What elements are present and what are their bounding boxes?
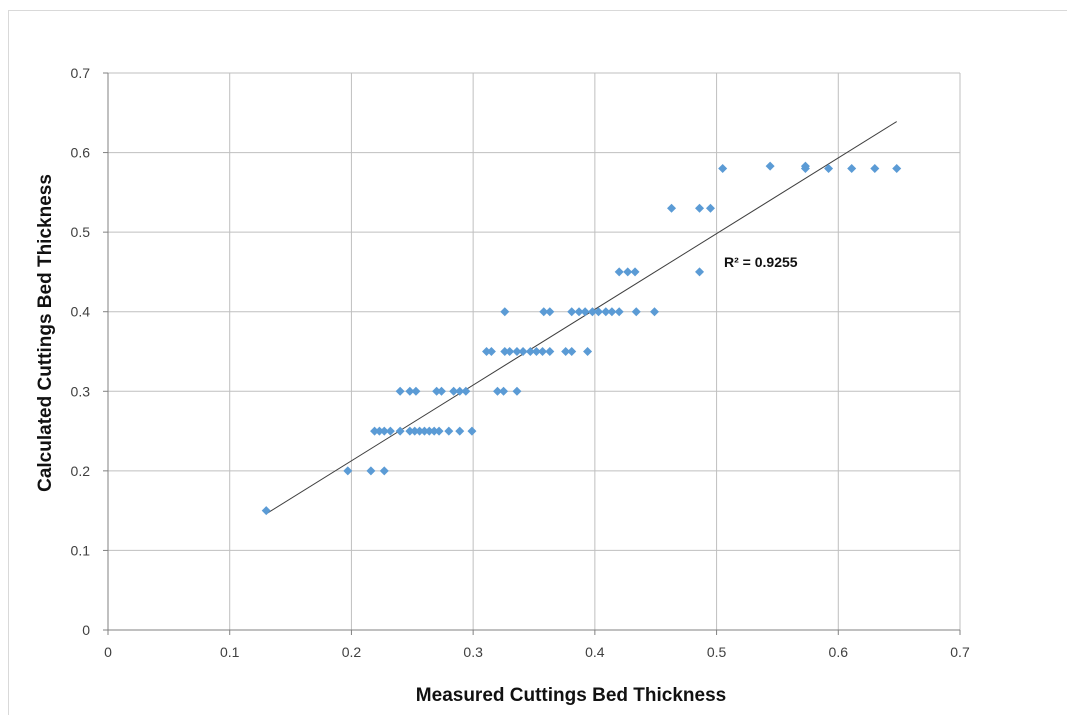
data-point — [512, 347, 522, 356]
data-point — [499, 386, 509, 396]
data-point — [467, 426, 477, 436]
data-point — [518, 347, 528, 356]
data-point — [486, 347, 496, 356]
data-point — [800, 161, 810, 171]
data-point — [574, 307, 584, 317]
grid-lines — [107, 72, 961, 631]
data-point — [424, 426, 434, 436]
data-point — [366, 466, 376, 476]
data-point — [343, 466, 353, 476]
data-point — [461, 386, 471, 396]
data-point — [410, 426, 420, 436]
data-point — [649, 307, 659, 317]
data-point — [531, 347, 541, 356]
data-point — [261, 506, 271, 516]
data-point — [500, 307, 510, 317]
data-point — [631, 307, 641, 317]
y-tick-label: 0.7 — [71, 65, 91, 81]
data-point — [512, 386, 522, 396]
data-point — [614, 307, 624, 317]
data-point — [492, 386, 502, 396]
data-point — [415, 426, 425, 436]
data-point — [630, 267, 640, 277]
data-point — [436, 386, 446, 396]
data-point — [385, 426, 395, 436]
data-point — [545, 307, 555, 317]
x-tick-label: 0.2 — [342, 644, 362, 660]
data-point — [374, 426, 384, 436]
data-point — [539, 307, 549, 317]
data-point — [379, 426, 389, 436]
data-point — [667, 203, 677, 213]
data-point — [705, 203, 715, 213]
x-tick-label: 0.7 — [950, 644, 970, 660]
data-point — [455, 386, 465, 396]
data-point — [455, 426, 465, 436]
data-point — [395, 386, 405, 396]
data-points — [261, 161, 902, 516]
x-tick-label: 0 — [104, 644, 112, 660]
data-point — [405, 426, 415, 436]
data-point — [587, 307, 597, 317]
data-point — [695, 203, 705, 213]
x-tick-label: 0.4 — [585, 644, 605, 660]
x-tick-label: 0.5 — [707, 644, 727, 660]
y-tick-label: 0.6 — [71, 145, 91, 161]
data-point — [824, 163, 834, 173]
data-point — [545, 347, 555, 356]
x-axis-title: Measured Cuttings Bed Thickness — [416, 685, 726, 706]
data-point — [695, 267, 705, 277]
data-point — [594, 307, 604, 317]
data-point — [614, 267, 624, 277]
data-point — [379, 466, 389, 476]
data-point — [411, 386, 421, 396]
data-point — [370, 426, 380, 436]
data-point — [567, 307, 577, 317]
data-point — [482, 347, 492, 356]
data-point — [718, 163, 728, 173]
data-point — [429, 426, 439, 436]
tick-labels: 0 0.1 0.2 0.3 0.4 0.5 0.6 0.7 0 0.1 0.2 0.3 0.4 0.5 0.… — [71, 65, 970, 660]
data-point — [525, 347, 535, 356]
data-point — [870, 163, 880, 173]
data-point — [561, 347, 571, 356]
data-point — [607, 307, 617, 317]
data-point — [765, 161, 775, 171]
x-tick-label: 0.1 — [220, 644, 240, 660]
y-tick-label: 0.3 — [71, 383, 91, 399]
data-point — [892, 163, 902, 173]
r-squared-annotation: R² = 0.9255 — [724, 254, 798, 270]
data-point — [601, 307, 611, 317]
y-tick-label: 0.5 — [71, 224, 91, 240]
data-point — [538, 347, 548, 356]
data-point — [444, 426, 454, 436]
data-point — [583, 347, 593, 356]
data-point — [500, 347, 510, 356]
data-point — [580, 307, 590, 317]
data-point — [505, 347, 515, 356]
x-tick-label: 0.6 — [829, 644, 849, 660]
data-point — [623, 267, 633, 277]
data-point — [419, 426, 429, 436]
x-tick-label: 0.3 — [463, 644, 483, 660]
data-point — [434, 426, 444, 436]
y-tick-label: 0 — [82, 622, 90, 638]
trendline — [265, 121, 897, 515]
data-point — [567, 347, 577, 356]
y-tick-label: 0.4 — [71, 304, 91, 320]
y-tick-label: 0.1 — [71, 542, 91, 558]
chart-frame — [8, 10, 1067, 715]
data-point — [405, 386, 415, 396]
data-point — [449, 386, 459, 396]
y-tick-label: 0.2 — [71, 463, 91, 479]
y-axis-title: Calculated Cuttings Bed Thickness — [35, 174, 56, 492]
data-point — [395, 426, 405, 436]
axes — [103, 72, 961, 635]
data-point — [432, 386, 442, 396]
trendline-layer — [265, 121, 897, 515]
data-point — [847, 163, 857, 173]
